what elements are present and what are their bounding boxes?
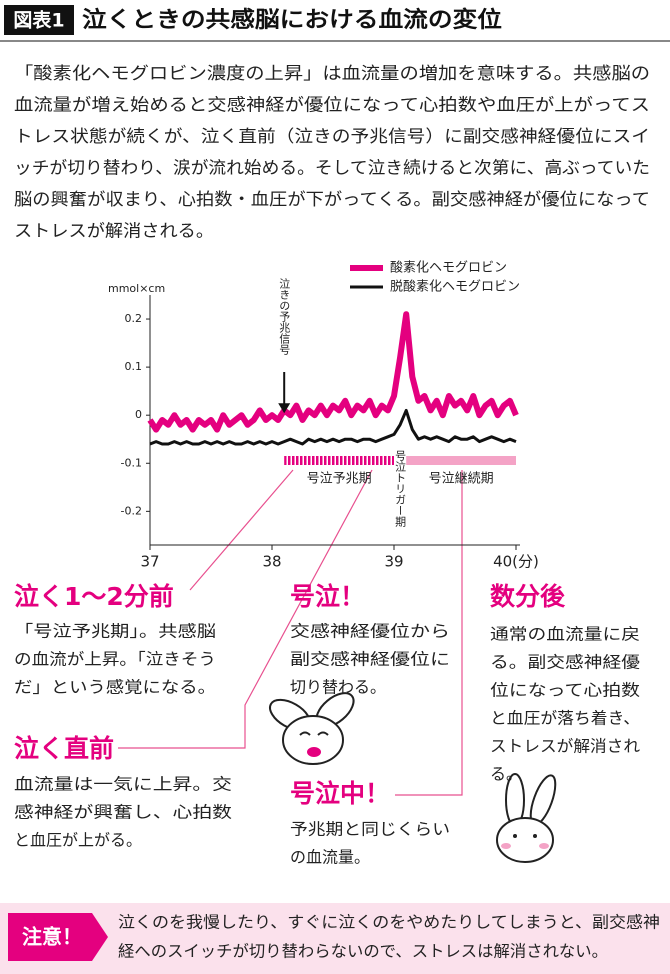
intro-line: ッチが切り替わり、涙が流れ始める。そして泣き続けると次第に、高ぶっていた xyxy=(14,158,650,179)
intro-line: 血流量が増え始めると交感神経が優位になって心拍数や血圧が上がってス xyxy=(14,96,650,116)
callout-text: の血流量。 xyxy=(290,848,370,867)
annotation: 泣きの予兆信号 xyxy=(278,277,291,356)
x-tick-label: 38 xyxy=(262,553,281,571)
callout-text: の血流が上昇。「泣きそう xyxy=(14,650,216,669)
legend-label: 酸素化ヘモグロビン xyxy=(390,261,507,276)
callout-text: 切り替わる。 xyxy=(290,678,386,697)
note-text: 泣くのを我慢したり、すぐに泣くのをやめたりしてしまうと、副交感神 xyxy=(118,913,660,932)
callout-text: 「号泣予兆期」。共感脳 xyxy=(14,622,216,641)
callout-text: 交感神経優位から xyxy=(290,622,450,641)
intro-line: 「酸素化ヘモグロビン濃度の上昇」は血流量の増加を意味する。共感脳の xyxy=(14,64,650,84)
callout-heading: 泣く直前 xyxy=(14,734,114,763)
x-tick-label: 40(分) xyxy=(493,553,539,571)
bunny-calm xyxy=(496,773,557,863)
callout-heading: 号泣中！ xyxy=(290,779,390,808)
intro-line: ストレスが解消される。 xyxy=(14,222,214,242)
y-tick-label: 0.2 xyxy=(125,312,143,325)
callout-text: と血圧が落ち着き、 xyxy=(490,709,640,728)
note-text: 経へのスイッチが切り替わらないので、ストレスは解消されない。 xyxy=(118,942,608,961)
period-label: 号泣継続期 xyxy=(429,472,494,487)
note-box xyxy=(0,903,670,974)
annotation-arrowhead xyxy=(278,403,291,414)
legend-label: 脱酸素化ヘモグロビン xyxy=(390,280,520,295)
callout-text: 位になって心拍数 xyxy=(490,681,640,700)
callout-text: る。副交感神経優 xyxy=(490,653,640,672)
period-label: 号泣予兆期 xyxy=(307,472,372,487)
y-tick-label: -0.1 xyxy=(121,456,142,469)
callout-text: だ」という感覚になる。 xyxy=(14,678,216,697)
badge: 図表1 xyxy=(13,9,64,32)
leader xyxy=(189,469,294,591)
y-tick-label: 0 xyxy=(135,408,142,421)
y-tick-label: -0.2 xyxy=(121,504,142,517)
callout-text: ストレスが解消され xyxy=(490,737,640,756)
series-line xyxy=(147,311,519,433)
callout-heading: 泣く1〜2分前 xyxy=(14,582,174,611)
callout-text: 感神経が興奮し、心拍数 xyxy=(14,803,232,822)
badge-box xyxy=(4,5,74,35)
callout-text: 血流量は一気に上昇。交 xyxy=(14,775,232,794)
leader xyxy=(395,470,463,796)
callout-text: 予兆期と同じくらい xyxy=(290,820,450,839)
y-tick-label: 0.1 xyxy=(125,360,143,373)
leader xyxy=(118,469,373,749)
period-band xyxy=(284,456,394,465)
series-line xyxy=(149,408,517,446)
annotation: 号泣トリガー期 xyxy=(394,450,407,528)
callout-text: 通常の血流量に戻 xyxy=(490,625,640,644)
intro-line: トレス状態が続くが、泣く直前（泣きの予兆信号）に副交感神経優位にスイ xyxy=(14,127,650,147)
note-label: 注意！ xyxy=(22,925,82,949)
callout-text: る。 xyxy=(490,765,522,784)
note-label-box xyxy=(8,913,108,961)
bunny-crying xyxy=(269,692,355,765)
title: 泣くときの共感脳における血流の変位 xyxy=(82,7,502,33)
callout-heading: 号泣！ xyxy=(290,582,365,611)
x-tick-label: 39 xyxy=(384,553,403,571)
callout-heading: 数分後 xyxy=(490,582,566,611)
intro-line: 脳の興奮が収まり、心拍数・血圧が下がってくる。副交感神経が優位になって xyxy=(14,190,650,210)
period-band xyxy=(406,456,516,465)
y-unit: mmol×cm xyxy=(108,282,165,295)
x-tick-label: 37 xyxy=(140,553,159,571)
callout-text: と血圧が上がる。 xyxy=(14,831,142,850)
callout-text: 副交感神経優位に xyxy=(290,650,450,669)
